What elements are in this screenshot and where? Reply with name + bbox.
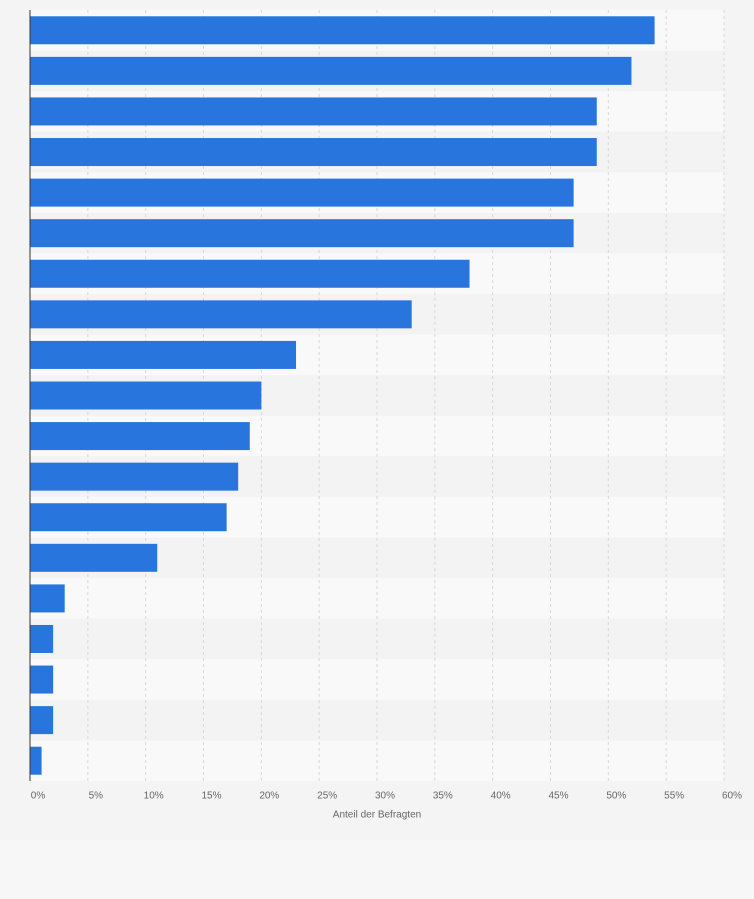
x-tick-label: 55%: [664, 791, 684, 802]
bar: [30, 706, 54, 735]
bar: [30, 462, 239, 491]
x-tick-label: 45%: [548, 791, 568, 802]
x-tick-label: 30%: [375, 791, 395, 802]
bar: [30, 381, 262, 410]
bar: [30, 746, 42, 775]
bar: [30, 16, 655, 45]
bar: [30, 300, 412, 329]
bar: [30, 543, 158, 572]
x-tick-label: 5%: [89, 791, 104, 802]
x-tick-label: 20%: [259, 791, 279, 802]
bar: [30, 97, 597, 126]
x-axis-label: Anteil der Befragten: [333, 810, 421, 821]
bar: [30, 584, 65, 613]
x-tick-label: 25%: [317, 791, 337, 802]
x-tick-label: 35%: [433, 791, 453, 802]
x-tick-label: 60%: [722, 791, 742, 802]
bar: [30, 138, 597, 167]
bar: [30, 178, 574, 207]
x-tick-label: 0%: [31, 791, 46, 802]
bar: [30, 219, 574, 248]
bar: [30, 665, 54, 694]
bar: [30, 259, 470, 288]
bar: [30, 422, 250, 451]
footer-area: [0, 840, 754, 899]
x-tick-label: 40%: [491, 791, 511, 802]
x-tick-label: 50%: [606, 791, 626, 802]
x-tick-label: 10%: [144, 791, 164, 802]
bar: [30, 624, 54, 653]
bar: [30, 56, 632, 85]
bar: [30, 503, 227, 532]
bar: [30, 340, 297, 369]
x-tick-label: 15%: [201, 791, 221, 802]
